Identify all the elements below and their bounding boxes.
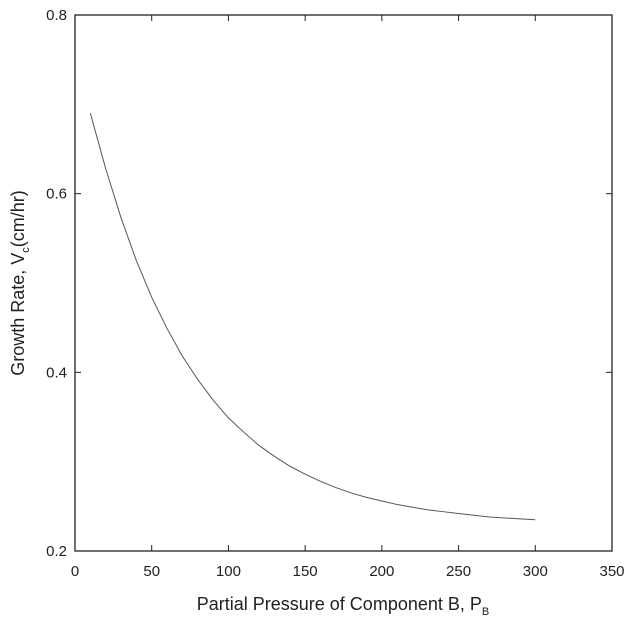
growth-rate-curve xyxy=(89,113,536,521)
y-axis-ticks: 0.2 0.4 0.6 0.8 xyxy=(46,7,612,560)
y-tick-label: 0.6 xyxy=(46,186,67,203)
y-axis-label: Growth Rate, Vc(cm/hr) xyxy=(8,190,32,376)
x-tick-label: 250 xyxy=(446,563,471,580)
y-tick-label: 0.4 xyxy=(46,364,67,381)
plot-frame xyxy=(74,14,613,552)
x-axis-label: Partial Pressure of Component B, PB xyxy=(197,594,489,618)
x-tick-label: 100 xyxy=(216,563,241,580)
x-tick-label: 300 xyxy=(523,563,548,580)
x-tick-label: 200 xyxy=(369,563,394,580)
x-tick-label: 350 xyxy=(599,563,624,580)
x-tick-label: 0 xyxy=(71,563,79,580)
y-tick-label: 0.2 xyxy=(46,543,67,560)
x-tick-label: 50 xyxy=(143,563,160,580)
x-axis-ticks: 0 50 100 150 200 250 300 350 xyxy=(71,15,625,580)
x-tick-label: 150 xyxy=(293,563,318,580)
y-tick-label: 0.8 xyxy=(46,7,67,24)
